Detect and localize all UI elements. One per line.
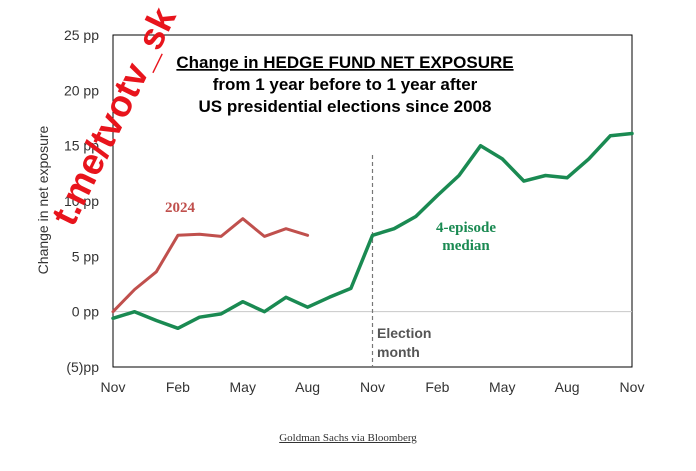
x-tick-label: Aug <box>555 379 580 395</box>
x-tick-label: Nov <box>360 379 385 395</box>
y-tick-label: 25 pp <box>64 27 99 43</box>
y-tick-label: 15 pp <box>64 138 99 154</box>
x-tick-label: Feb <box>166 379 190 395</box>
y-axis-ticks: 25 pp 20 pp 15 pp 10 pp 5 pp 0 pp (5)pp <box>64 27 99 375</box>
election-month-label-line-1: Election <box>377 325 431 341</box>
hedge-fund-exposure-chart: 25 pp 20 pp 15 pp 10 pp 5 pp 0 pp (5)pp Nov Feb… <box>35 0 645 395</box>
x-axis-ticks: Nov Feb May Aug Nov Feb May Aug Nov <box>101 379 645 395</box>
x-tick-label: Nov <box>101 379 126 395</box>
y-axis-label: Change in net exposure <box>35 125 51 274</box>
y-tick-label: 20 pp <box>64 82 99 98</box>
chart-title-line-3: US presidential elections since 2008 <box>199 97 492 116</box>
y-tick-label: 0 pp <box>72 304 99 320</box>
y-tick-label: 10 pp <box>64 193 99 209</box>
election-month-label-line-2: month <box>377 344 420 360</box>
series-label-2024: 2024 <box>165 200 196 216</box>
x-tick-label: Aug <box>295 379 320 395</box>
y-tick-label: 5 pp <box>72 248 99 264</box>
x-tick-label: Nov <box>620 379 645 395</box>
chart-title-line-1: Change in HEDGE FUND NET EXPOSURE <box>176 53 513 72</box>
series-label-median-line-2: median <box>442 238 490 254</box>
series-line-median <box>111 131 634 331</box>
x-tick-label: May <box>230 379 256 395</box>
x-tick-label: May <box>489 379 515 395</box>
chart-title-line-2: from 1 year before to 1 year after <box>213 75 478 94</box>
x-tick-label: Feb <box>425 379 449 395</box>
y-tick-label: (5)pp <box>66 359 99 375</box>
series-label-median-line-1: 4-episode <box>436 220 496 236</box>
series-line-2024 <box>111 217 310 314</box>
source-caption: Goldman Sachs via Bloomberg <box>279 432 417 444</box>
